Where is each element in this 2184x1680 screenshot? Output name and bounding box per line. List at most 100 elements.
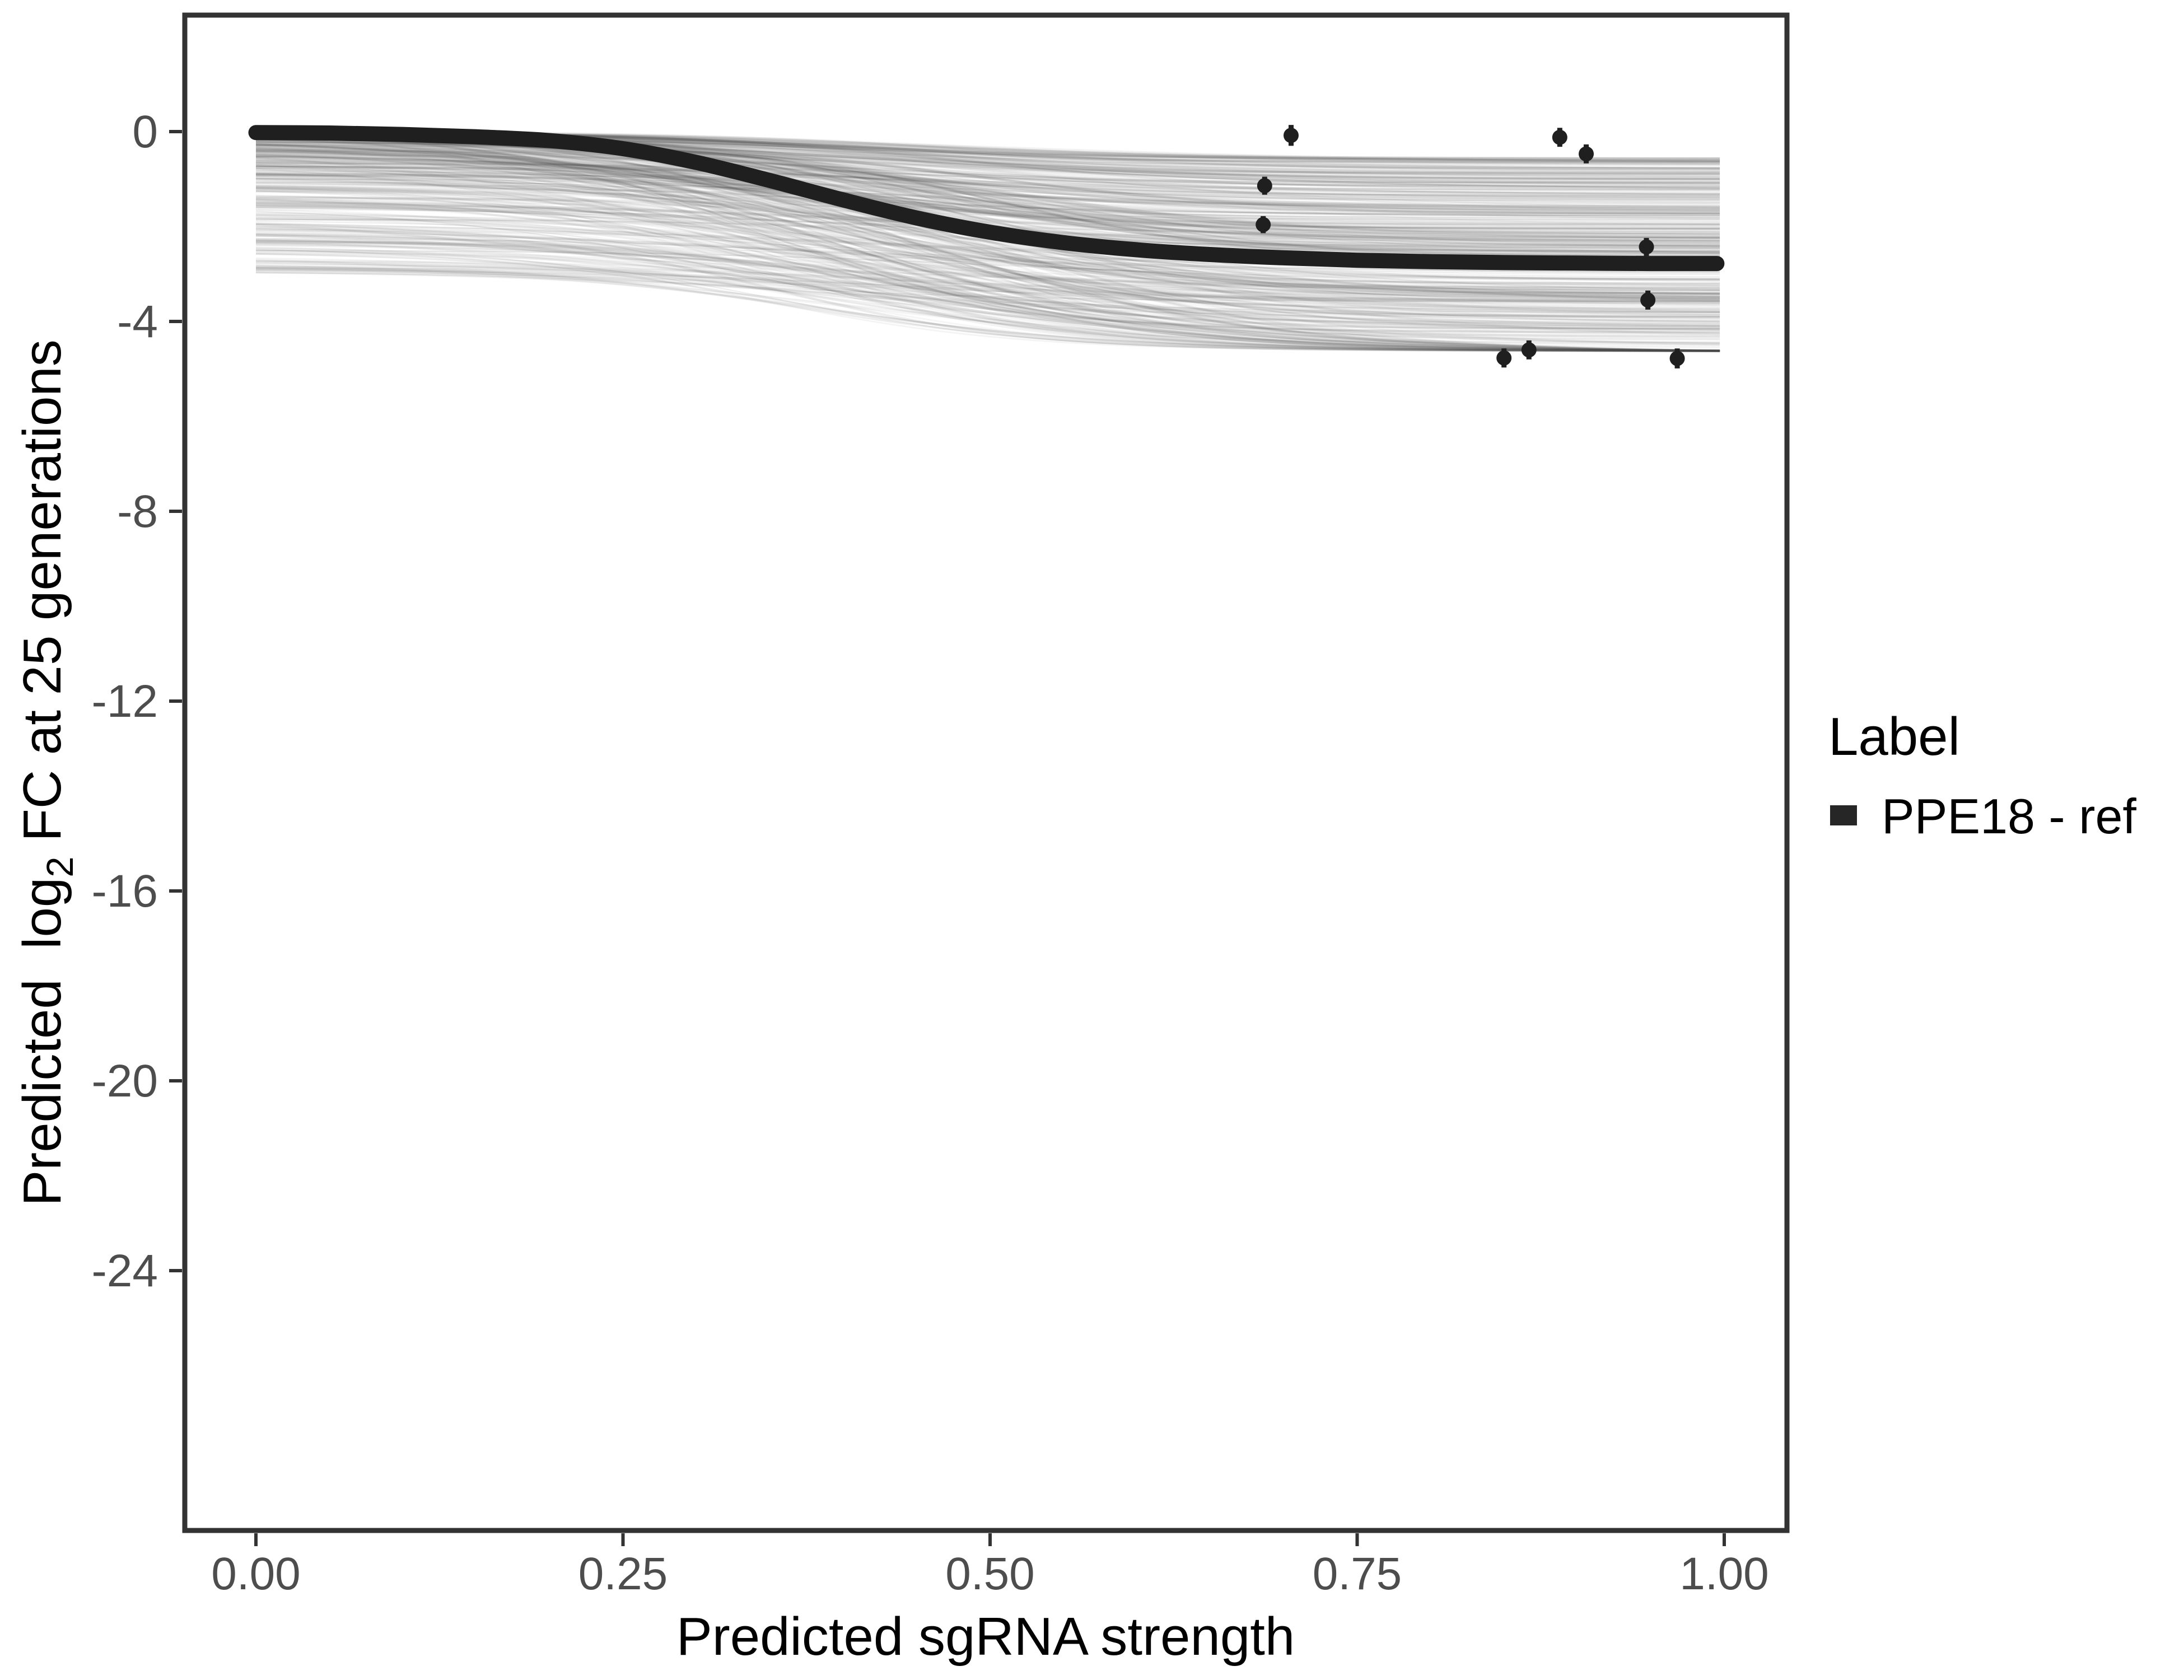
posterior-draw-line [255,250,1720,352]
x-axis-title: Predicted sgRNA strength [676,1607,1295,1667]
x-axis-ticks: 0.00 0.25 0.50 0.75 1.00 [211,1533,1769,1599]
posterior-draw-line [255,153,1720,298]
x-tick-label: 0.75 [1313,1548,1402,1599]
posterior-draw-line [255,162,1720,192]
posterior-draw-line [255,164,1720,352]
posterior-draw-line [255,149,1720,286]
posterior-draw-line [255,207,1720,352]
posterior-draw-line [255,183,1720,226]
posterior-draw-line [255,267,1720,317]
posterior-draw-line [255,174,1720,231]
posterior-draw-line [255,197,1720,226]
posterior-draw-line [255,240,1720,352]
posterior-draw-line [255,155,1720,221]
posterior-draw-line [255,206,1720,305]
posterior-draw-line [255,138,1720,239]
data-point [1284,125,1299,146]
posterior-draw-line [255,157,1720,298]
posterior-draw-line [255,174,1720,229]
posterior-draw-line [255,150,1720,235]
posterior-draw-line [255,165,1720,204]
posterior-draw-line [255,131,1720,327]
posterior-draw-line [255,244,1720,292]
posterior-draw-line [255,162,1720,255]
posterior-draw-line [255,248,1720,316]
posterior-draw-line [255,143,1720,257]
y-tick-label: 0 [132,106,158,157]
posterior-draw-line [255,204,1720,352]
posterior-draw-line [255,233,1720,326]
posterior-draw-line [255,198,1720,307]
legend-key-swatch [1830,805,1857,825]
point-marker [1284,128,1299,143]
posterior-draw-line [255,168,1720,352]
posterior-draw-line [255,237,1720,281]
point-marker [1640,292,1656,308]
posterior-draw-line [255,239,1720,315]
legend-entry-label: PPE18 - ref [1882,788,2136,844]
posterior-draw-line [255,241,1720,352]
posterior-draw-line [255,177,1720,207]
posterior-draw-line [255,269,1720,303]
posterior-draw-line [255,150,1720,344]
posterior-draw-line [255,164,1720,210]
point-marker [1579,146,1594,162]
posterior-draw-line [255,251,1720,352]
posterior-draw-line [255,153,1720,284]
posterior-draw-line [255,238,1720,305]
posterior-draw-line [255,132,1720,251]
posterior-draw-line [255,185,1720,310]
posterior-draw-line [255,166,1720,195]
posterior-draw-line [255,139,1720,225]
posterior-draw-line [255,265,1720,295]
posterior-draw-line [255,241,1720,331]
y-tick-label: -24 [91,1245,158,1296]
posterior-draw-line [255,143,1720,276]
posterior-draw-line [255,154,1720,189]
posterior-draw-line [255,267,1720,352]
posterior-draw-line [255,174,1720,281]
posterior-draw-line [255,270,1720,352]
posterior-draw-line [255,260,1720,352]
posterior-draw-line [255,200,1720,230]
posterior-draw-line [255,156,1720,352]
posterior-draw-line [255,189,1720,242]
posterior-draw-line [255,153,1720,326]
posterior-draw-line [255,132,1720,334]
data-point [1639,237,1654,256]
posterior-draw-line [255,154,1720,184]
posterior-draw-line [255,150,1720,185]
y-tick-label: -8 [117,486,158,537]
posterior-draw-line [255,253,1720,352]
posterior-draw-line [255,230,1720,290]
posterior-draw-line [256,181,1720,216]
posterior-draw-line [255,175,1720,352]
posterior-draw-line [255,162,1720,330]
posterior-draw-line [255,272,1720,318]
posterior-draw-line [255,142,1720,240]
posterior-draw-line [255,156,1720,314]
posterior-draw-line [255,240,1720,352]
posterior-draw-line [255,188,1720,217]
posterior-draw-line [255,271,1720,302]
posterior-draw-line [255,178,1720,213]
posterior-draw-line [255,135,1720,344]
legend-title: Label [1828,707,1960,767]
posterior-draw-line [255,159,1720,223]
posterior-draw-line [255,246,1720,352]
posterior-draw-line [255,228,1720,273]
point-marker [1496,350,1512,366]
posterior-draw-line [256,163,1720,197]
posterior-draw-line [256,147,1720,180]
posterior-draw-line [255,253,1720,352]
posterior-draw-line [255,141,1720,198]
posterior-draw-line [255,149,1720,203]
posterior-draw-line [255,190,1720,225]
posterior-draw-line [255,173,1720,322]
posterior-draw-line [255,240,1720,314]
point-marker [1552,129,1567,145]
posterior-draw-line [255,151,1720,188]
posterior-draw-line [255,161,1720,284]
